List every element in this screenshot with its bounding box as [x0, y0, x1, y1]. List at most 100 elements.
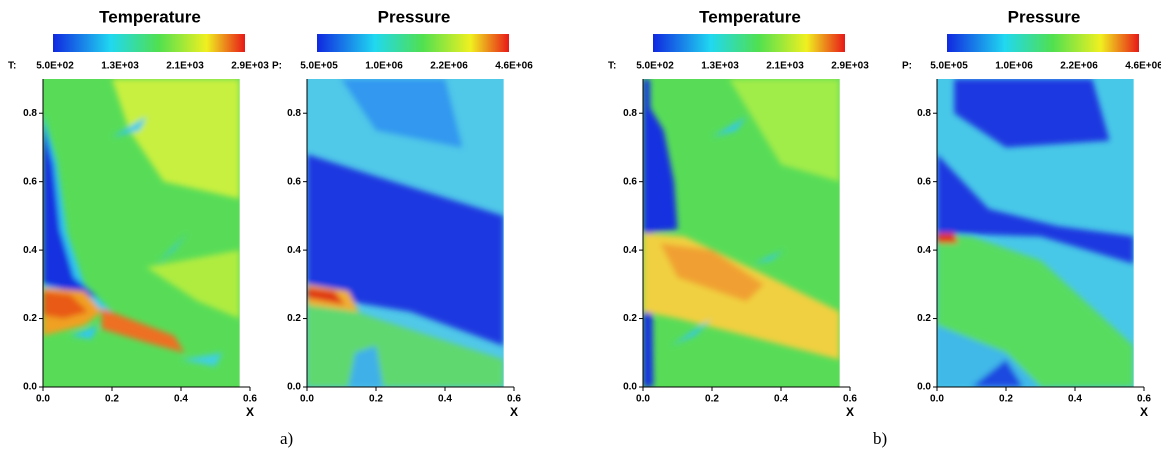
contour-field — [307, 79, 504, 387]
contour-field — [937, 79, 1134, 387]
colorbar-label: 2.2E+06 — [1060, 61, 1098, 72]
y-tick-label: 0.2 — [287, 313, 301, 324]
field-region — [112, 79, 240, 199]
x-tick-label: 0.2 — [105, 394, 119, 405]
y-tick-label: 0.6 — [287, 176, 301, 187]
panel-title: Temperature — [99, 7, 201, 26]
y-tick-label: 0.0 — [287, 382, 301, 393]
colorbar — [947, 34, 1139, 52]
colorbar-variable: T: — [8, 61, 16, 72]
colorbar-label: 5.0E+05 — [300, 61, 338, 72]
colorbar-label: 1.3E+03 — [101, 61, 139, 72]
x-tick-label: 0.2 — [369, 394, 383, 405]
colorbar-label: 2.2E+06 — [430, 61, 468, 72]
colorbar-label: 2.1E+03 — [166, 61, 204, 72]
caption: b) — [873, 429, 887, 448]
field-region — [729, 79, 840, 182]
y-tick-label: 0.0 — [917, 382, 931, 393]
field-region — [712, 116, 747, 138]
colorbar-variable: P: — [902, 61, 912, 72]
colorbar-label: 2.9E+03 — [831, 61, 869, 72]
colorbar-label: 4.6E+06 — [1125, 61, 1161, 72]
x-axis-label: X — [246, 405, 254, 419]
field-regions — [643, 79, 840, 387]
x-axis-label: X — [1140, 405, 1148, 419]
field-region — [112, 116, 147, 138]
x-tick-label: 0.6 — [1137, 394, 1151, 405]
colorbar — [653, 34, 845, 52]
field-region — [660, 243, 764, 302]
colorbar-label: 4.6E+06 — [495, 61, 533, 72]
y-tick-label: 0.6 — [917, 176, 931, 187]
x-tick-label: 0.6 — [243, 394, 257, 405]
colorbar-label: 5.0E+02 — [636, 61, 674, 72]
colorbar-label: 1.0E+06 — [365, 61, 403, 72]
colorbar-label: 5.0E+02 — [36, 61, 74, 72]
y-tick-label: 0.4 — [623, 245, 637, 256]
x-axis-label: X — [846, 405, 854, 419]
y-tick-label: 0.0 — [623, 382, 637, 393]
field-region — [307, 154, 504, 346]
panel-title: Pressure — [378, 7, 451, 26]
y-tick-label: 0.8 — [287, 108, 301, 119]
field-region — [156, 233, 188, 264]
field-region — [307, 287, 345, 305]
field-region — [670, 318, 712, 346]
panel: Pressure P: 5.0E+05 1.0E+06 2.2E+06 4.6E+06 0.… — [272, 7, 533, 419]
field-region — [937, 325, 1041, 387]
x-tick-label: 0.4 — [1068, 394, 1082, 405]
field-region — [43, 123, 99, 299]
field-region — [348, 345, 383, 387]
field-region — [70, 325, 99, 340]
field-region — [954, 79, 1110, 148]
field-region — [181, 352, 223, 367]
x-tick-label: 0.4 — [174, 394, 188, 405]
colorbar-variable: T: — [608, 61, 616, 72]
field-region — [971, 359, 1024, 387]
field-region — [146, 250, 240, 319]
contour-field — [43, 79, 240, 387]
field-regions — [43, 79, 240, 367]
colorbar-label: 2.1E+03 — [766, 61, 804, 72]
y-tick-label: 0.0 — [23, 382, 37, 393]
panel: Temperature T: 5.0E+02 1.3E+03 2.1E+03 2.9E+0… — [8, 7, 269, 419]
panel: Pressure P: 5.0E+05 1.0E+06 2.2E+06 4.6E+06 0.… — [902, 7, 1161, 419]
panel: Temperature T: 5.0E+02 1.3E+03 2.1E+03 2.9E+0… — [608, 7, 869, 419]
field-region — [643, 96, 678, 233]
x-tick-label: 0.6 — [507, 394, 521, 405]
y-tick-label: 0.4 — [917, 245, 931, 256]
y-tick-label: 0.2 — [623, 313, 637, 324]
colorbar — [53, 34, 245, 52]
y-tick-label: 0.8 — [623, 108, 637, 119]
field-region — [43, 291, 88, 319]
colorbar — [317, 34, 509, 52]
x-tick-label: 0.0 — [636, 394, 650, 405]
y-tick-label: 0.8 — [23, 108, 37, 119]
panel-title: Pressure — [1008, 7, 1081, 26]
colorbar-label: 5.0E+05 — [930, 61, 968, 72]
field-regions — [307, 79, 504, 387]
x-tick-label: 0.2 — [999, 394, 1013, 405]
panel-title: Temperature — [699, 7, 801, 26]
field-region — [937, 154, 1134, 264]
x-axis-label: X — [510, 405, 518, 419]
y-tick-label: 0.2 — [917, 313, 931, 324]
x-tick-label: 0.4 — [438, 394, 452, 405]
colorbar-label: 1.0E+06 — [995, 61, 1033, 72]
x-tick-label: 0.0 — [300, 394, 314, 405]
x-tick-label: 0.2 — [705, 394, 719, 405]
x-tick-label: 0.0 — [36, 394, 50, 405]
x-tick-label: 0.0 — [930, 394, 944, 405]
field-region — [341, 79, 463, 148]
colorbar-variable: P: — [272, 61, 282, 72]
x-tick-label: 0.4 — [774, 394, 788, 405]
field-regions — [937, 79, 1134, 387]
x-tick-label: 0.6 — [843, 394, 857, 405]
y-tick-label: 0.6 — [623, 176, 637, 187]
caption: a) — [280, 429, 293, 448]
y-tick-label: 0.2 — [23, 313, 37, 324]
y-tick-label: 0.8 — [917, 108, 931, 119]
colorbar-label: 1.3E+03 — [701, 61, 739, 72]
field-region — [753, 250, 785, 264]
colorbar-label: 2.9E+03 — [231, 61, 269, 72]
